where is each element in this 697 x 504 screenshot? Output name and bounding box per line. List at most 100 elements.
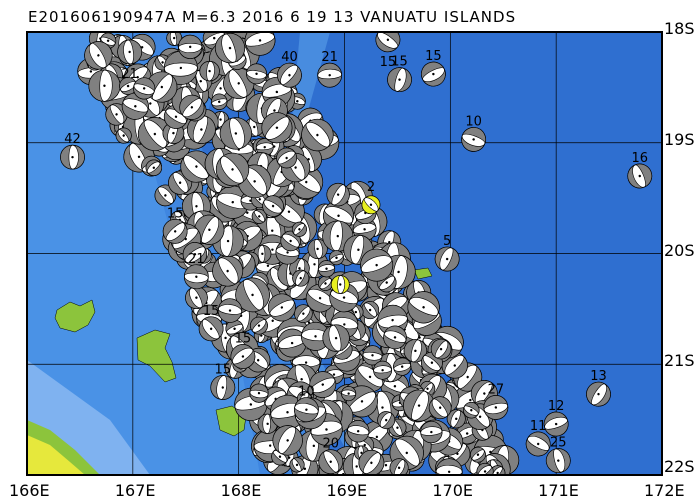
beachball-center bbox=[97, 54, 100, 57]
lat-tick-label: 18S bbox=[664, 19, 695, 38]
event-label: 11 bbox=[530, 419, 547, 434]
beachball-quadrant bbox=[166, 32, 176, 46]
beachball-center bbox=[263, 145, 266, 149]
beachball-center bbox=[332, 373, 336, 376]
event-beachball bbox=[210, 375, 236, 400]
beachball-center bbox=[483, 470, 487, 473]
beachball-center bbox=[357, 248, 360, 251]
beachball-center bbox=[336, 234, 339, 238]
beachball-background bbox=[267, 293, 296, 322]
beachball-center bbox=[371, 354, 374, 357]
beachball-quadrant bbox=[254, 209, 267, 222]
beachball-quadrant bbox=[389, 458, 404, 475]
lon-tick-label: 172E bbox=[644, 481, 685, 500]
beachball-center bbox=[363, 228, 366, 231]
beachball-quadrant bbox=[147, 162, 162, 176]
beachball-center bbox=[290, 341, 294, 345]
beachball-center bbox=[360, 451, 363, 455]
beachball-center bbox=[161, 61, 164, 64]
beachball-background bbox=[476, 462, 494, 475]
beachball-quadrant bbox=[343, 452, 358, 475]
beachball-center bbox=[342, 296, 346, 299]
beachball-center bbox=[188, 45, 192, 49]
beachball-center bbox=[432, 72, 435, 76]
beachball-background bbox=[309, 371, 337, 398]
beachball-background bbox=[430, 338, 452, 360]
beachball-center bbox=[368, 308, 372, 312]
beachball-background bbox=[289, 457, 305, 473]
beachball-center bbox=[228, 46, 232, 50]
event-label: 27 bbox=[488, 382, 505, 397]
beachball-background bbox=[322, 324, 350, 352]
beachball-quadrant bbox=[358, 450, 380, 474]
beachball-center bbox=[126, 84, 130, 88]
event-beachball bbox=[525, 431, 551, 457]
beachball-quadrant bbox=[543, 411, 568, 429]
beachball-quadrant bbox=[223, 69, 247, 99]
beachball-center bbox=[218, 100, 221, 103]
beachball-center bbox=[71, 155, 74, 159]
beachball-quadrant bbox=[341, 386, 357, 395]
event-beachball bbox=[361, 195, 381, 215]
beachball-background bbox=[360, 248, 394, 282]
beachball-background bbox=[294, 304, 313, 323]
beachball-center bbox=[536, 442, 540, 446]
beachball-quadrant bbox=[332, 324, 350, 352]
beachball-quadrant bbox=[210, 375, 225, 400]
beachball-quadrant bbox=[244, 164, 272, 195]
beachball-quadrant bbox=[185, 247, 207, 267]
beachball-quadrant bbox=[60, 144, 73, 170]
beachball-quadrant bbox=[295, 211, 318, 244]
beachball-center bbox=[287, 210, 291, 213]
beachball-center bbox=[430, 361, 434, 364]
beachball-center bbox=[226, 269, 229, 273]
beachball-quadrant bbox=[433, 396, 452, 417]
beachball-background bbox=[179, 94, 205, 120]
beachball-center bbox=[294, 166, 297, 169]
beachball-background bbox=[383, 325, 407, 350]
beachball-center bbox=[329, 460, 332, 463]
beachball-quadrant bbox=[184, 275, 209, 290]
beachball-center bbox=[312, 444, 316, 448]
beachball-quadrant bbox=[250, 316, 266, 332]
beachball-center bbox=[388, 240, 391, 244]
beachball-center bbox=[255, 72, 258, 76]
beachball-quadrant bbox=[409, 291, 440, 315]
beachball-center bbox=[289, 239, 292, 243]
lat-tick-label: 20S bbox=[664, 240, 695, 260]
event-label: 20 bbox=[322, 437, 339, 452]
beachball-quadrant bbox=[261, 97, 281, 123]
event-beachball bbox=[545, 448, 571, 474]
beachball-quadrant bbox=[354, 445, 362, 461]
beachball-center bbox=[296, 100, 299, 103]
beachball-center bbox=[260, 334, 263, 337]
beachball-center bbox=[199, 79, 202, 83]
beachball-quadrant bbox=[117, 39, 132, 65]
beachball-quadrant bbox=[355, 208, 377, 224]
beachball-quadrant bbox=[187, 115, 207, 143]
beachball-background bbox=[389, 458, 409, 475]
beachball-center bbox=[470, 408, 473, 412]
event-label: 15 bbox=[425, 49, 442, 64]
event-beachball bbox=[420, 61, 446, 87]
beachball-quadrant bbox=[245, 36, 276, 56]
lat-tick-label: 21S bbox=[664, 351, 695, 371]
beachball-center bbox=[275, 126, 279, 129]
event-beachball bbox=[317, 62, 343, 88]
beachball-background bbox=[470, 446, 486, 463]
beachball-background bbox=[212, 255, 244, 287]
beachball-quadrant bbox=[154, 187, 173, 207]
beachball-background bbox=[277, 328, 307, 358]
event-beachball bbox=[586, 381, 611, 407]
beachball-center bbox=[160, 85, 164, 89]
beachball-center bbox=[209, 327, 213, 331]
beachball-quadrant bbox=[627, 164, 645, 189]
event-label: 15 bbox=[391, 55, 408, 70]
lon-tick-label: 168E bbox=[220, 481, 262, 500]
beachball-quadrant bbox=[393, 364, 412, 376]
beachball-center bbox=[261, 252, 264, 255]
beachball-quadrant bbox=[470, 446, 485, 460]
beachball-center bbox=[363, 443, 366, 447]
beachball-quadrant bbox=[121, 101, 148, 120]
beachball-background bbox=[362, 345, 383, 366]
